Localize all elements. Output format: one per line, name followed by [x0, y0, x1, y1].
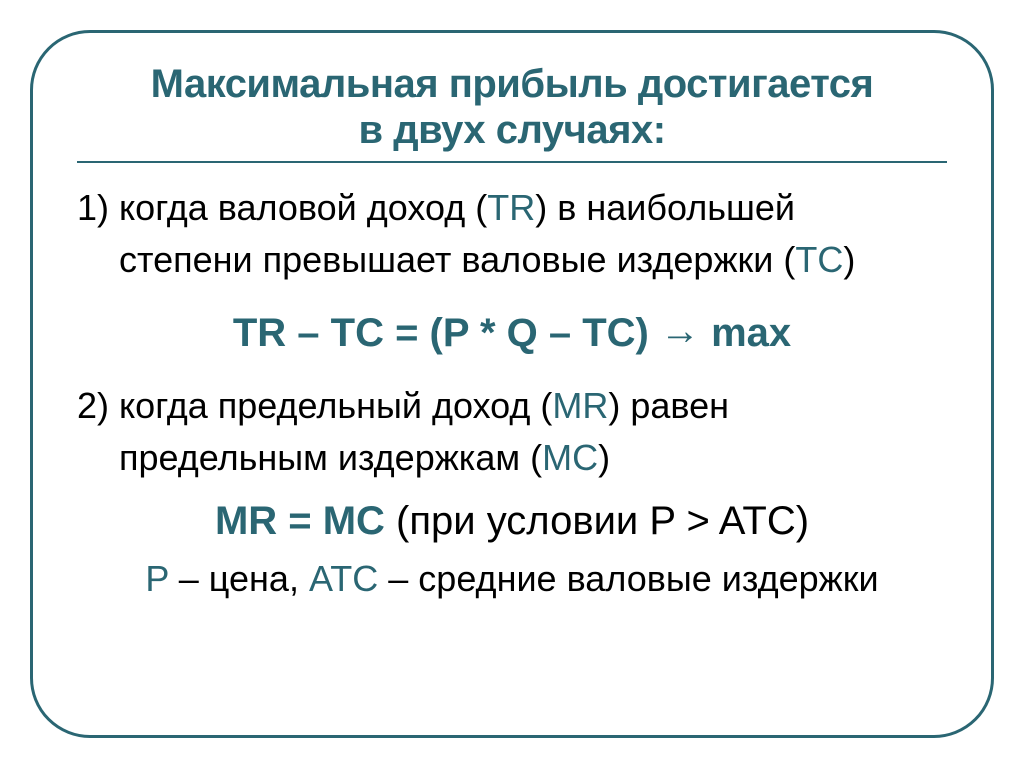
legend: P – цена, ATC – средние валовые издержки: [77, 558, 947, 600]
formula2-cond: (при условии P > ATC): [385, 499, 809, 543]
formula1-left: TR – TC = (P * Q – TC): [233, 311, 660, 355]
slide-title: Максимальная прибыль достигается в двух …: [77, 61, 947, 153]
legend-t2: – средние валовые издержки: [378, 558, 878, 599]
case2-text1a: когда предельный доход (: [119, 385, 552, 426]
case1-text2b: ): [843, 239, 855, 280]
case2-text2a: предельным издержкам (: [119, 437, 542, 478]
case1-text1a: когда валовой доход (: [119, 187, 487, 228]
case1-text2a: степени превышает валовые издержки (: [119, 239, 795, 280]
title-line1: Максимальная прибыль достигается: [151, 62, 874, 106]
case2-line1: 2) когда предельный доход (MR) равен: [77, 383, 947, 429]
arrow-icon: →: [660, 307, 700, 355]
case2-text1b: ) равен: [608, 385, 729, 426]
formula2: MR = MC (при условии P > ATC): [77, 499, 947, 544]
case1-text1b: ) в наибольшей: [535, 187, 795, 228]
case2-mr: MR: [552, 385, 608, 426]
case1-tr: TR: [487, 187, 535, 228]
title-divider: [77, 161, 947, 163]
formula1: TR – TC = (P * Q – TC) → max: [77, 307, 947, 357]
case1-line1: 1) когда валовой доход (TR) в наибольшей: [77, 185, 947, 231]
case1-tc: TC: [795, 239, 843, 280]
formula2-eq: MR = MC: [215, 499, 385, 543]
case2-line2: предельным издержкам (MC): [77, 435, 947, 481]
case2-text2b: ): [598, 437, 610, 478]
case1-num: 1): [77, 187, 119, 228]
legend-atc: ATC: [309, 558, 378, 599]
slide-frame: Максимальная прибыль достигается в двух …: [30, 30, 994, 738]
case2-num: 2): [77, 385, 119, 426]
case1-line2: степени превышает валовые издержки (TC): [77, 237, 947, 283]
case2-mc: MC: [542, 437, 598, 478]
legend-p: P: [145, 558, 168, 599]
legend-t1: – цена,: [169, 558, 309, 599]
formula1-right: max: [700, 311, 791, 355]
title-line2: в двух случаях:: [358, 108, 665, 152]
